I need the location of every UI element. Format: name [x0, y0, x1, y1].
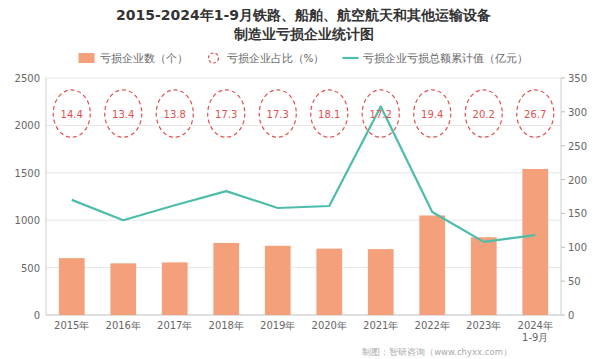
title: 2015-2024年1-9月铁路、船舶、航空航天和其他运输设备 — [116, 7, 491, 23]
data-label: 19.4 — [421, 109, 443, 120]
bar — [265, 246, 291, 315]
x-tick-label-line: 2024年 — [518, 320, 553, 331]
x-tick-label: 2020年 — [312, 320, 347, 331]
y2-tick — [561, 111, 565, 112]
y-tick-label: 0 — [34, 310, 40, 321]
data-label: 26.7 — [524, 109, 546, 120]
data-label: 17.3 — [215, 109, 237, 120]
x-tick-label: 2024年1-9月 — [518, 320, 553, 343]
y2-tick — [561, 179, 565, 180]
x-tick-label-line: 2018年 — [209, 320, 244, 331]
ratio-ellipse — [259, 90, 296, 137]
x-tick-label: 2018年 — [209, 320, 244, 331]
data-area — [59, 106, 548, 315]
x-tick-label-line: 2023年 — [466, 320, 501, 331]
y-tick-label: 2000 — [15, 120, 40, 131]
x-tick-label: 2023年 — [466, 320, 501, 331]
y2-tick — [561, 247, 565, 248]
y-tick-label: 500 — [21, 263, 40, 274]
x-tick-label: 2019年 — [260, 320, 295, 331]
y2-axis-line — [561, 78, 562, 315]
y-tick-label: 2500 — [15, 73, 40, 84]
bar — [110, 263, 136, 315]
x-tick-label-line: 2016年 — [106, 320, 141, 331]
line — [72, 106, 536, 241]
bar — [316, 249, 342, 315]
data-label: 13.8 — [164, 109, 186, 120]
x-tick-label: 2015年 — [54, 320, 89, 331]
ratio-ellipse — [53, 90, 90, 137]
y-axis-line — [46, 78, 47, 315]
legend-label: 亏损企业亏损总额累计值（亿元） — [363, 52, 528, 64]
legend-item: 亏损企业占比（%） — [209, 52, 325, 64]
ratio-ellipse — [465, 90, 502, 137]
y2-tick-label: 300 — [568, 107, 587, 118]
y2-tick — [561, 145, 565, 146]
y2-tick — [561, 315, 565, 316]
y2-tick-label: 350 — [568, 73, 587, 84]
legend-label: 亏损企业数（个） — [100, 52, 188, 64]
bar — [522, 169, 548, 315]
data-label: 17.2 — [370, 109, 392, 120]
x-tick-label-line: 1-9月 — [522, 332, 548, 343]
bar — [368, 249, 394, 315]
legend-item: 亏损企业亏损总额累计值（亿元） — [342, 52, 528, 64]
bar — [59, 258, 85, 315]
y2-tick — [561, 78, 565, 79]
bar — [419, 215, 445, 315]
legend-swatch — [342, 57, 358, 59]
y2-tick-label: 150 — [568, 208, 587, 219]
y2-tick — [561, 213, 565, 214]
grid-line — [46, 125, 561, 126]
bar — [471, 237, 497, 315]
y2-tick-label: 250 — [568, 141, 587, 152]
data-label: 17.3 — [267, 109, 289, 120]
footer: 制图：智研咨询（www.chyxx.com） — [362, 347, 512, 357]
x-tick-label: 2017年 — [157, 320, 192, 331]
y2-tick-label: 200 — [568, 175, 587, 186]
y2-tick-label: 50 — [568, 276, 581, 287]
y-tick-label: 1500 — [15, 168, 40, 179]
data-label: 13.4 — [112, 109, 134, 120]
ratio-ellipse — [414, 90, 451, 137]
legend-label: 亏损企业占比（%） — [227, 52, 325, 64]
x-tick-label-line: 2020年 — [312, 320, 347, 331]
subtitle: 制造业亏损企业统计图 — [233, 26, 374, 42]
x-tick-label-line: 2017年 — [157, 320, 192, 331]
legend-swatch — [79, 53, 95, 63]
ratio-ellipse — [105, 90, 142, 137]
data-label: 14.4 — [61, 109, 83, 120]
data-label: 18.1 — [318, 109, 340, 120]
x-tick-label: 2016年 — [106, 320, 141, 331]
labels: 14.4 13.4 13.8 17.3 17.3 18.1 17.2 19.4 20.2 26.7 — [53, 90, 554, 137]
x-tick-label-line: 2021年 — [363, 320, 398, 331]
y2-tick — [561, 281, 565, 282]
bar — [162, 262, 188, 315]
ratio-ellipse — [156, 90, 193, 137]
legend: 亏损企业数（个） 亏损企业占比（%） 亏损企业亏损总额累计值（亿元） — [79, 52, 529, 64]
bar — [213, 243, 239, 315]
x-tick-label: 2022年 — [415, 320, 450, 331]
data-label: 20.2 — [473, 109, 495, 120]
ratio-ellipse — [311, 90, 348, 137]
grid-line — [46, 172, 561, 173]
x-tick-label-line: 2019年 — [260, 320, 295, 331]
x-tick-label-line: 2015年 — [54, 320, 89, 331]
x-tick-label: 2021年 — [363, 320, 398, 331]
y2-tick-label: 0 — [568, 310, 574, 321]
legend-swatch — [209, 53, 219, 63]
chart: 2015-2024年1-9月铁路、船舶、航空航天和其他运输设备制造业亏损企业统计… — [0, 0, 607, 359]
y2-tick-label: 100 — [568, 242, 587, 253]
grid-line — [46, 78, 561, 79]
x-tick-label-line: 2022年 — [415, 320, 450, 331]
ratio-ellipse — [208, 90, 245, 137]
ratio-ellipse — [362, 90, 399, 137]
axes: 0 500 1000 1500 2000 2500 0 50 100 150 200 250 300 35… — [15, 73, 588, 343]
ratio-ellipse — [517, 90, 554, 137]
legend-item: 亏损企业数（个） — [79, 52, 188, 64]
y-tick-label: 1000 — [15, 215, 40, 226]
